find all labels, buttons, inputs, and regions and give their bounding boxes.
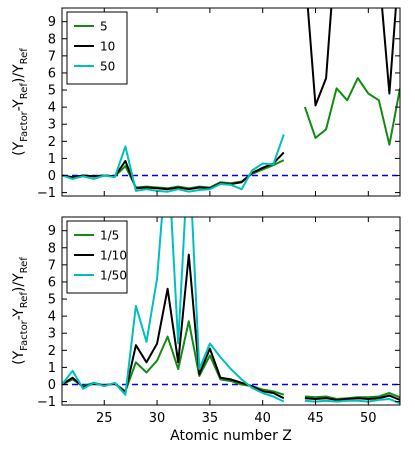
ytick-label: 3	[48, 118, 56, 133]
legend: 1/5 1/10 1/50	[66, 220, 128, 294]
ytick-label: 0	[48, 169, 56, 184]
legend-box	[66, 11, 128, 85]
ytick-label: −1	[37, 186, 56, 201]
top-panel: −1 0 1 2 3 4 5 6 7 8 9 (YFactor-YRef)/YRef 5 10 50	[11, 7, 401, 201]
ytick-label: 5	[48, 293, 56, 308]
legend: 5 10 50	[66, 11, 128, 85]
y-axis-label: (YFactor-YRef)/YRef	[11, 48, 30, 156]
xtick-label: 25	[96, 411, 113, 426]
ytick-label: 7	[48, 49, 56, 64]
x-axis-label: Atomic number Z	[170, 428, 292, 444]
xtick-label: 40	[254, 411, 271, 426]
xtick-label: 35	[202, 411, 219, 426]
series-line-10-seg-1	[306, 8, 397, 107]
legend-label: 1/5	[100, 229, 119, 243]
ytick-label: 8	[48, 241, 56, 256]
series-line-10-seg-0	[62, 151, 285, 191]
ytick-label: 1	[48, 361, 56, 376]
ytick-label: 4	[48, 310, 56, 325]
ytick-label: 2	[48, 344, 56, 359]
legend-label: 1/50	[100, 269, 127, 283]
ytick-label: 6	[48, 66, 56, 81]
legend-label: 5	[100, 20, 108, 34]
xtick-label: 30	[149, 411, 166, 426]
plot-frame	[61, 7, 401, 197]
ytick-label: 0	[48, 378, 56, 393]
series-line-1-10-seg-1	[304, 394, 400, 401]
series-line-1-50-seg-1	[304, 398, 400, 405]
y-axis-label: (YFactor-YRef)/YRef	[11, 257, 30, 365]
ytick-label: 5	[48, 84, 56, 99]
plot-frame	[61, 216, 401, 406]
legend-label: 50	[100, 60, 115, 74]
ytick-label: 1	[48, 152, 56, 167]
series-line-5-seg-1	[303, 77, 400, 146]
ytick-label: 9	[48, 15, 56, 30]
xtick-label: 45	[307, 411, 324, 426]
legend-box	[66, 220, 128, 294]
ytick-label: −1	[37, 395, 56, 410]
ytick-label: 7	[48, 258, 56, 273]
ytick-label: 9	[48, 224, 56, 239]
ytick-label: 8	[48, 32, 56, 47]
series-line-50-seg-0	[62, 134, 285, 193]
ytick-label: 4	[48, 101, 56, 116]
ytick-label: 2	[48, 135, 56, 150]
series-line-1-50-seg-0	[62, 217, 285, 403]
ytick-label: 3	[48, 327, 56, 342]
ytick-label: 6	[48, 275, 56, 290]
legend-label: 10	[100, 40, 115, 54]
xtick-label: 50	[360, 411, 377, 426]
legend-label: 1/10	[100, 249, 127, 263]
